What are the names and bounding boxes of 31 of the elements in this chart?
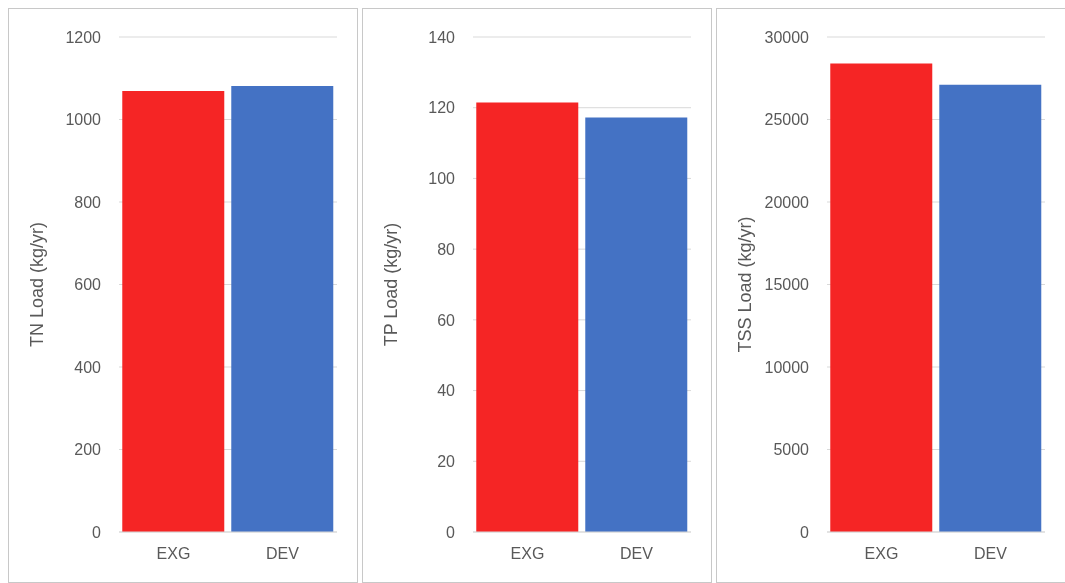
y-tick-label: 1000 (65, 111, 102, 129)
y-tick-label: 20000 (764, 193, 810, 211)
y-tick-label: 60 (437, 311, 456, 329)
x-tick-label: DEV (974, 545, 1008, 563)
y-tick-label: 400 (74, 358, 102, 376)
x-tick-label: EXG (864, 545, 899, 563)
x-tick-label: DEV (266, 545, 300, 563)
y-tick-label: 0 (92, 523, 102, 541)
y-tick-label: 30000 (764, 28, 810, 46)
y-tick-label: 20 (437, 452, 456, 470)
y-tick-label: 0 (446, 523, 456, 541)
y-tick-label: 5000 (773, 441, 810, 459)
y-tick-label: 25000 (764, 111, 810, 129)
y-tick-label: 200 (74, 441, 102, 459)
y-tick-label: 100 (428, 170, 456, 188)
y-axis-title: TSS Load (kg/yr) (735, 216, 756, 353)
y-tick-label: 140 (428, 28, 456, 46)
y-axis-title: TP Load (kg/yr) (381, 222, 402, 347)
y-tick-label: 0 (800, 523, 810, 541)
x-tick-label: EXG (156, 545, 191, 563)
y-tick-label: 10000 (764, 358, 810, 376)
y-tick-label: 120 (428, 99, 456, 117)
y-axis-title: TN Load (kg/yr) (27, 221, 48, 348)
x-tick-label: DEV (620, 545, 654, 563)
y-tick-label: 800 (74, 193, 102, 211)
y-tick-label: 40 (437, 382, 456, 400)
y-tick-label: 600 (74, 276, 102, 294)
y-tick-label: 80 (437, 240, 456, 258)
y-tick-label: 15000 (764, 276, 810, 294)
x-tick-label: EXG (510, 545, 545, 563)
y-tick-label: 1200 (65, 28, 102, 46)
